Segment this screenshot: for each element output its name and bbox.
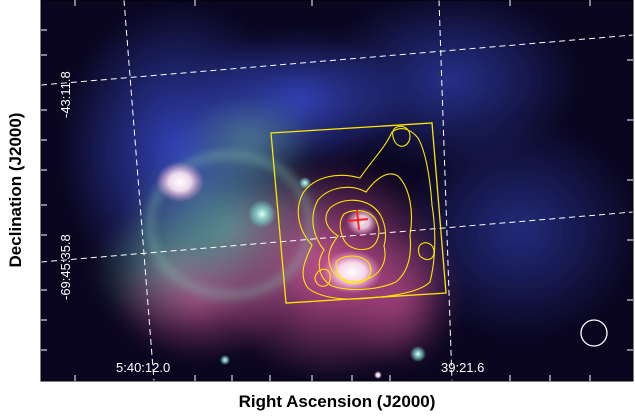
nebula-image (41, 0, 633, 381)
ra-gridline-2 (438, 0, 453, 381)
ra-tick-label-2: 39:21.6 (441, 360, 484, 375)
contour-outer (297, 128, 436, 300)
dec-tick-label-2: -69:45:35.8 (58, 234, 73, 300)
contour-7 (417, 242, 435, 261)
contour-group (297, 125, 436, 300)
source-marker (347, 209, 369, 231)
contour-4 (339, 210, 380, 251)
contour-8 (314, 268, 331, 287)
x-axis-title: Right Ascension (J2000) (239, 392, 436, 411)
contour-6 (392, 125, 411, 147)
y-axis-title: Declination (J2000) (6, 113, 25, 268)
ra-gridline-1 (123, 0, 155, 381)
dec-gridline-2 (41, 211, 633, 263)
contour-5 (335, 255, 372, 285)
field-box (270, 122, 447, 304)
contour-2 (312, 173, 413, 290)
dec-gridline-1 (41, 34, 633, 86)
frame-ticks (41, 0, 633, 381)
coordinate-grid (41, 0, 633, 381)
ra-tick-label-1: 5:40:12.0 (116, 360, 170, 375)
dec-tick-label-1: -43:11.8 (58, 71, 73, 118)
beam-circle (580, 319, 608, 347)
contour-3 (325, 199, 387, 282)
image-frame (40, 0, 634, 382)
